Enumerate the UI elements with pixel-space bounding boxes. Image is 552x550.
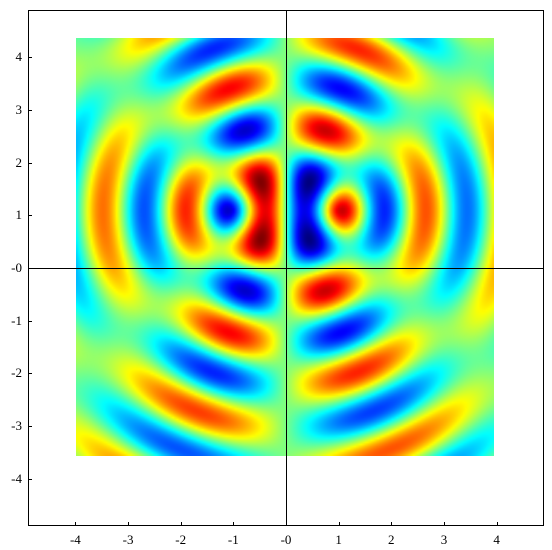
y-tick-mark (28, 215, 32, 216)
y-tick-mark (28, 268, 32, 269)
x-tick-label: -1 (228, 532, 239, 548)
x-tick-mark (391, 522, 392, 526)
y-tick-label: 1 (16, 207, 23, 223)
y-tick-label: -2 (11, 365, 22, 381)
y-tick-mark (28, 57, 32, 58)
x-tick-label: -3 (123, 532, 134, 548)
y-tick-label: 4 (16, 49, 23, 65)
y-tick-label: 3 (16, 102, 23, 118)
x-tick-mark (497, 522, 498, 526)
y-tick-mark (28, 110, 32, 111)
x-tick-mark (181, 522, 182, 526)
x-tick-mark (75, 522, 76, 526)
y-tick-mark (28, 373, 32, 374)
density-plot: -4 -3 -2 -1 -0 1 2 3 4 -4 -3 -2 -1 -0 1 2 3 4 (0, 0, 552, 550)
y-tick-label: -1 (11, 313, 22, 329)
x-tick-label: -2 (175, 532, 186, 548)
x-tick-label: -4 (70, 532, 81, 548)
y-tick-mark (28, 163, 32, 164)
y-tick-mark (28, 426, 32, 427)
x-tick-label: 2 (388, 532, 395, 548)
y-axis-line (286, 10, 287, 526)
y-tick-label: -3 (11, 418, 22, 434)
x-tick-label: 1 (335, 532, 342, 548)
x-tick-label: 4 (493, 532, 500, 548)
x-tick-mark (233, 522, 234, 526)
x-tick-mark (339, 522, 340, 526)
y-tick-mark (28, 321, 32, 322)
y-tick-label: 2 (16, 155, 23, 171)
x-tick-mark (444, 522, 445, 526)
y-tick-mark (28, 479, 32, 480)
y-tick-label: -0 (11, 260, 22, 276)
x-tick-label: -0 (281, 532, 292, 548)
x-tick-mark (286, 522, 287, 526)
x-tick-label: 3 (441, 532, 448, 548)
y-tick-label: -4 (11, 471, 22, 487)
x-tick-mark (128, 522, 129, 526)
